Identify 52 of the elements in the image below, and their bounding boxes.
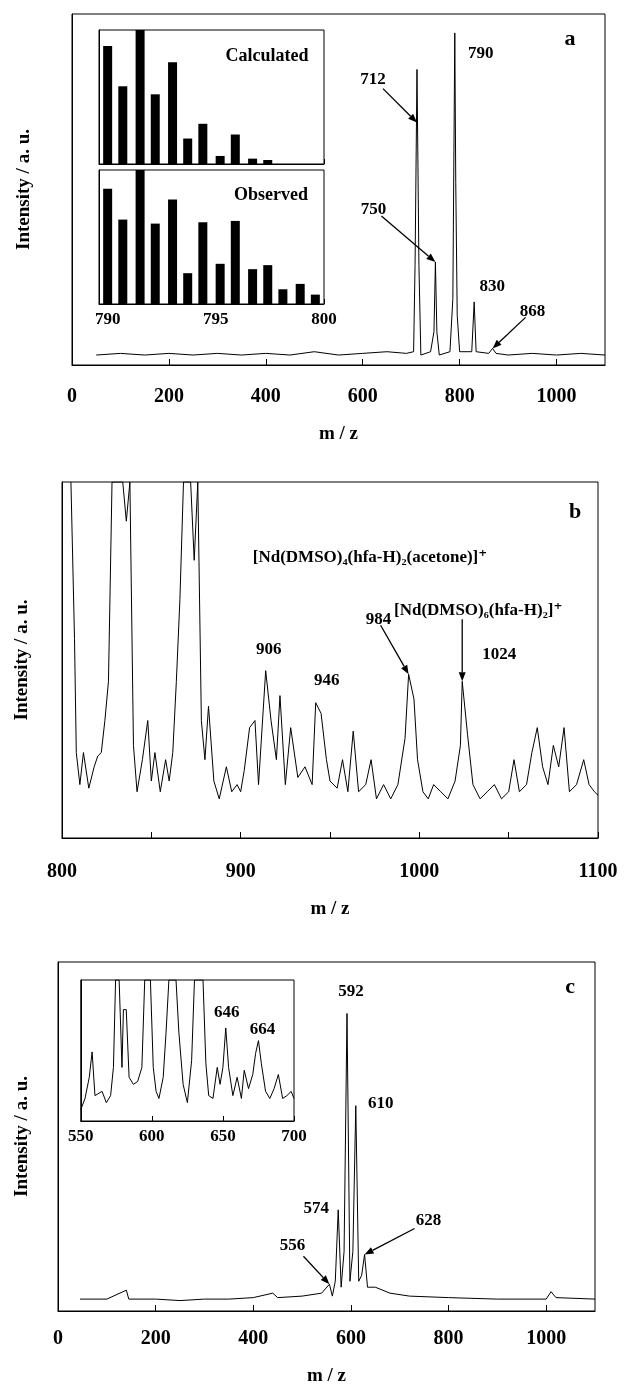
x-tick-label: 0: [53, 1326, 63, 1348]
x-tick-label: 400: [250, 384, 281, 406]
x-tick-label: 1000: [536, 384, 577, 406]
annotation: 628: [415, 1209, 442, 1229]
annotation: 750: [360, 198, 387, 218]
x-tick-label: 800: [433, 1326, 464, 1348]
x-tick-label: 790: [94, 309, 121, 328]
x-tick-label: 1100: [578, 859, 618, 881]
y-axis-title: Intensity / a. u.: [10, 1076, 31, 1197]
annotation: 984: [365, 608, 392, 628]
annotation: 790: [468, 43, 494, 63]
x-tick-label: 200: [153, 384, 184, 406]
annotation: 556: [279, 1234, 306, 1254]
x-tick-label: 0: [67, 384, 77, 406]
annotation: 1024: [482, 643, 517, 663]
chart-title: a: [564, 24, 576, 50]
x-tick-label: 700: [281, 1126, 307, 1145]
text: Calculated: [225, 45, 309, 65]
chart-title: c: [565, 972, 576, 998]
x-tick-label: 795: [203, 309, 229, 328]
annotation: 664: [249, 1019, 276, 1039]
x-axis-title: m / z: [318, 422, 359, 443]
x-tick-label: 1000: [399, 859, 440, 881]
annotation: [Nd(DMSO)₆(hfa-H)₂]⁺: [394, 599, 563, 619]
x-tick-label: 200: [140, 1326, 171, 1348]
annotation: 592: [338, 980, 364, 1000]
annotation: 610: [368, 1093, 394, 1113]
annotation: 946: [313, 670, 340, 690]
x-tick-label: 400: [238, 1326, 269, 1348]
x-axis-title: m / z: [310, 897, 351, 918]
text: b: [568, 497, 582, 523]
x-tick-label: 800: [311, 309, 337, 328]
annotation: 906: [255, 639, 282, 659]
y-axis-title: Intensity / a. u.: [10, 599, 31, 721]
x-axis-title: m / z: [306, 1364, 347, 1385]
x-tick-label: 600: [335, 1326, 366, 1348]
annotation: 646: [214, 1002, 240, 1022]
text: Observed: [234, 184, 308, 204]
annotation: 830: [479, 276, 505, 296]
x-tick-label: 900: [225, 859, 256, 881]
x-tick-label: 1000: [526, 1326, 567, 1348]
x-tick-label: 650: [210, 1126, 236, 1145]
annotation: 868: [519, 300, 546, 320]
annotation: 712: [360, 69, 386, 89]
x-tick-label: 600: [347, 384, 378, 406]
annotation: 574: [303, 1198, 330, 1218]
y-axis-title: Intensity / a. u.: [12, 129, 33, 250]
x-tick-label: 800: [444, 384, 475, 406]
x-tick-label: 600: [139, 1126, 165, 1145]
annotation: [Nd(DMSO)₄(hfa-H)₂(acetone)]⁺: [252, 546, 488, 566]
x-tick-label: 550: [68, 1126, 94, 1145]
x-tick-label: 800: [47, 859, 77, 881]
